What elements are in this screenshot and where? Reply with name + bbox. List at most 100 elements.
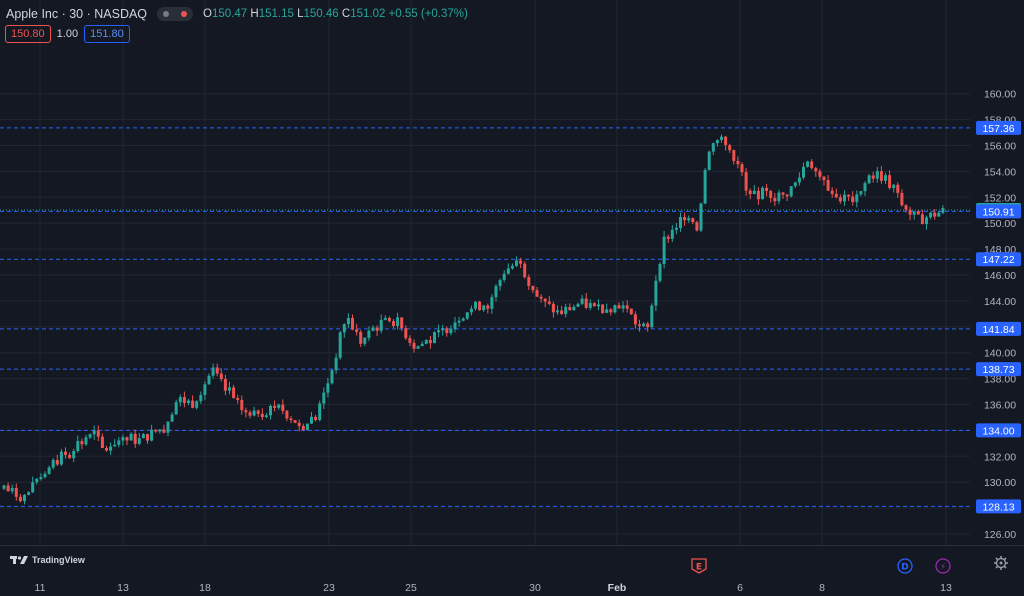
- symbol-title[interactable]: Apple Inc · 30 · NASDAQ: [6, 7, 148, 21]
- candle: [154, 429, 158, 434]
- candle: [170, 412, 174, 423]
- candle: [408, 335, 412, 347]
- candle: [486, 303, 490, 314]
- candle: [884, 172, 887, 185]
- event-markers: E D ⚡: [691, 558, 951, 574]
- candle: [465, 312, 469, 321]
- candle: [888, 170, 892, 190]
- candle: [244, 407, 248, 418]
- split-marker[interactable]: ⚡: [935, 558, 951, 574]
- candle: [178, 394, 182, 407]
- price-tick-label: 140.00: [984, 348, 1016, 360]
- candle: [515, 256, 518, 268]
- price-level-label[interactable]: 147.22: [976, 252, 1021, 267]
- price-level-label[interactable]: 150.91: [976, 204, 1021, 219]
- candle: [433, 331, 436, 344]
- time-axis: 11 13 18 23 25 30 Feb 6 8 13: [0, 545, 1024, 594]
- candle: [318, 400, 322, 422]
- candle: [564, 303, 568, 318]
- candle: [346, 313, 350, 329]
- dividend-marker[interactable]: D: [897, 558, 913, 574]
- candle: [625, 300, 629, 313]
- candle: [23, 494, 26, 505]
- candle: [773, 193, 777, 206]
- candle: [912, 211, 916, 220]
- candle: [43, 471, 47, 479]
- candle: [240, 395, 244, 415]
- candle: [207, 373, 211, 385]
- candle: [203, 381, 207, 401]
- candle: [64, 447, 67, 459]
- candle: [560, 305, 564, 315]
- time-tick-label: 6: [737, 582, 743, 594]
- buy-button[interactable]: 151.80: [84, 25, 130, 43]
- candle: [703, 168, 707, 205]
- price-level-label[interactable]: 157.36: [976, 120, 1021, 135]
- svg-text:157.36: 157.36: [982, 123, 1014, 135]
- candle: [387, 316, 391, 323]
- candle: [941, 205, 945, 215]
- candle: [310, 411, 313, 424]
- candle: [14, 483, 18, 501]
- time-tick-label: 30: [529, 582, 541, 594]
- candle: [84, 434, 88, 446]
- svg-text:128.13: 128.13: [982, 501, 1014, 513]
- candle: [814, 166, 818, 177]
- candle: [867, 173, 871, 185]
- candle: [158, 429, 162, 434]
- candle: [256, 409, 260, 417]
- candle: [482, 304, 486, 312]
- candle: [150, 424, 154, 442]
- price-tick-label: 136.00: [984, 400, 1016, 412]
- candle: [531, 285, 535, 294]
- time-tick-label: 11: [35, 582, 46, 594]
- tradingview-logo[interactable]: TradingView: [6, 548, 90, 572]
- time-tick-label: 23: [323, 582, 335, 594]
- price-level-label[interactable]: 128.13: [976, 499, 1021, 514]
- visibility-toggle-icon[interactable]: [157, 7, 194, 21]
- time-tick-label: 13: [940, 582, 952, 594]
- candle: [264, 413, 268, 419]
- candle: [711, 142, 715, 156]
- svg-text:D: D: [901, 563, 908, 573]
- candle: [916, 210, 920, 216]
- candle: [654, 275, 658, 312]
- candle: [724, 135, 728, 151]
- candle: [326, 377, 330, 398]
- candle: [535, 286, 539, 297]
- svg-text:134.00: 134.00: [982, 425, 1014, 437]
- candle: [141, 433, 145, 439]
- earnings-marker[interactable]: E: [691, 558, 707, 574]
- price-tick-label: 126.00: [984, 529, 1016, 541]
- candle: [478, 300, 482, 311]
- candle: [174, 399, 178, 415]
- candle: [80, 438, 84, 450]
- candle: [843, 190, 846, 207]
- time-tick-label: Feb: [608, 582, 627, 594]
- candle: [527, 274, 531, 291]
- candle: [900, 189, 904, 207]
- candles: [2, 134, 945, 505]
- candle: [777, 189, 781, 205]
- price-level-label[interactable]: 138.73: [976, 362, 1021, 377]
- candle: [330, 369, 334, 385]
- candle: [457, 316, 461, 327]
- candle: [47, 465, 51, 475]
- candle: [182, 391, 186, 408]
- candle: [2, 484, 6, 491]
- grid-lines: [0, 0, 970, 545]
- price-level-label[interactable]: 134.00: [976, 423, 1021, 438]
- candle: [810, 159, 814, 170]
- candle: [59, 448, 63, 466]
- sell-button[interactable]: 150.80: [5, 25, 51, 43]
- candle: [621, 301, 625, 313]
- candle: [68, 452, 72, 459]
- candle: [592, 302, 596, 307]
- settings-gear-icon[interactable]: [994, 556, 1008, 570]
- candle: [674, 223, 678, 235]
- candle: [506, 263, 510, 275]
- candle: [863, 181, 867, 197]
- candle: [920, 209, 924, 225]
- price-level-label[interactable]: 141.84: [976, 321, 1021, 336]
